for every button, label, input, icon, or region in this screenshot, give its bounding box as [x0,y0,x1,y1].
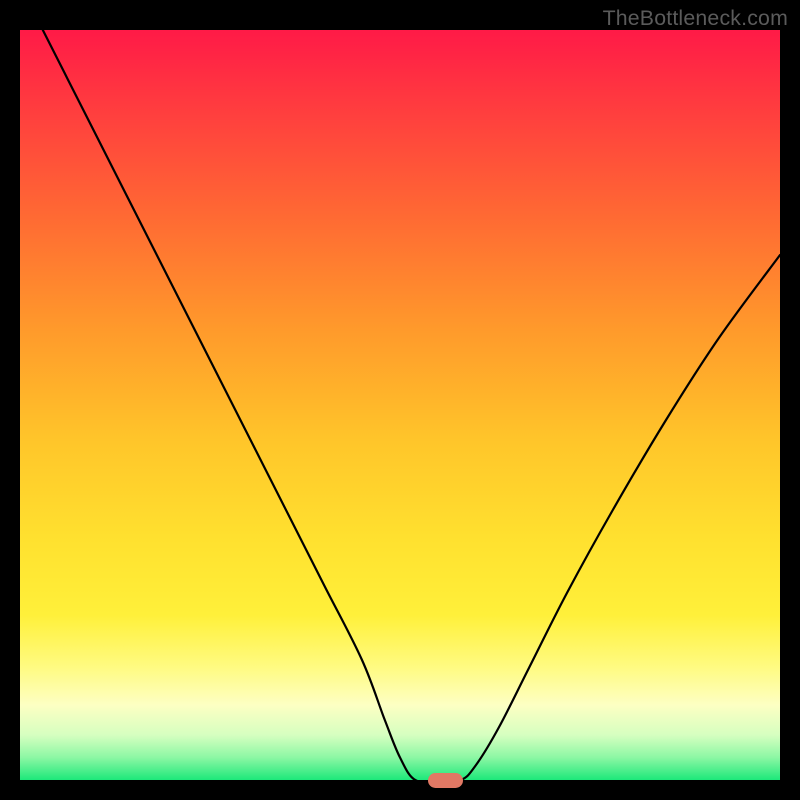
chart-background [0,0,800,800]
chart-stage: TheBottleneck.com [0,0,800,800]
gradient-plot-area [20,30,780,780]
